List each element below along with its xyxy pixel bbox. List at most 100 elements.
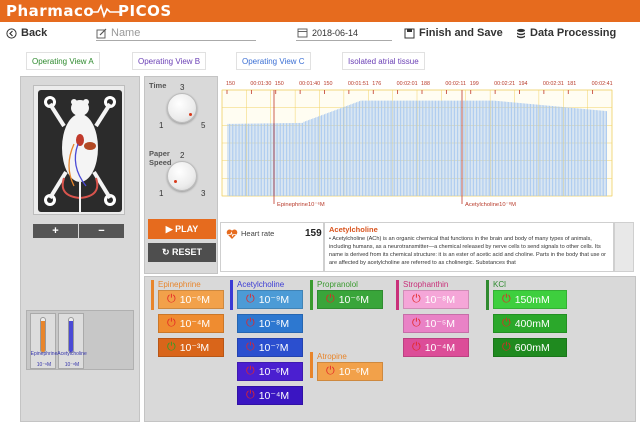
power-icon: ⏻ xyxy=(167,341,176,353)
play-label: PLAY xyxy=(175,224,199,234)
time-marker-label: 194 xyxy=(519,81,528,87)
tube-fill xyxy=(41,321,45,352)
specimen-panel: + − Epinephrine 10⁻⁶M Acetylcholine 10⁻⁸… xyxy=(20,76,140,422)
data-processing-label: Data Processing xyxy=(530,27,617,39)
drug-color-bar xyxy=(396,280,399,310)
finish-save-label: Finish and Save xyxy=(419,27,503,39)
drug-color-bar xyxy=(310,352,313,378)
tube-epinephrine[interactable]: Epinephrine 10⁻⁶M xyxy=(30,313,57,369)
dose-button-acetylcholine[interactable]: ⏻ 10⁻⁶M xyxy=(237,362,303,381)
tab-operating-view-a[interactable]: Operating View A xyxy=(26,52,100,70)
time-marker-label: 150 xyxy=(275,81,284,87)
reset-button[interactable]: ↻ RESET xyxy=(148,243,216,262)
toolbar xyxy=(0,22,640,48)
tab-isolated-atrial-tissue[interactable]: Isolated atrial tissue xyxy=(342,52,425,70)
chart-svg: 150 00:01:30 150 00:01:40 150 00:01:51 176 00:0… xyxy=(221,81,613,208)
time-marker-label: 00:02:31 xyxy=(543,81,564,87)
dose-label: 400mM xyxy=(514,317,550,330)
dose-button-acetylcholine[interactable]: ⏻ 10⁻⁴M xyxy=(237,386,303,405)
date-field[interactable]: 2018-06-14 xyxy=(297,27,358,38)
time-marker-label: 181 xyxy=(567,81,576,87)
tab-operating-view-c[interactable]: Operating View C xyxy=(236,52,311,70)
dose-label: 10⁻⁴M xyxy=(258,389,290,402)
dose-button-epinephrine[interactable]: ⏻ 10⁻⁴M xyxy=(158,314,224,333)
power-icon: ⏻ xyxy=(412,293,421,305)
power-icon: ⏻ xyxy=(246,341,255,353)
drug-name-atropine: Atropine xyxy=(317,352,347,361)
data-processing-button[interactable]: Data Processing xyxy=(516,27,616,39)
time-label: Time xyxy=(149,81,167,90)
dose-button-acetylcholine[interactable]: ⏻ 10⁻⁷M xyxy=(237,338,303,357)
zoom-in-button[interactable]: + xyxy=(33,224,79,238)
date-value: 2018-06-14 xyxy=(312,27,359,38)
play-button[interactable]: ▶ PLAY xyxy=(148,219,216,239)
dose-button-propranolol[interactable]: ⏻ 10⁻⁶M xyxy=(317,290,383,309)
dose-button-acetylcholine[interactable]: ⏻ 10⁻⁸M xyxy=(237,314,303,333)
finish-save-button[interactable]: Finish and Save xyxy=(404,27,503,39)
heart-icon xyxy=(226,229,238,239)
time-marker-label: 00:01:30 xyxy=(250,81,271,87)
dose-button-acetylcholine[interactable]: ⏻ 10⁻⁹M xyxy=(237,290,303,309)
power-icon: ⏻ xyxy=(326,365,335,377)
tube-label: Epinephrine xyxy=(30,351,58,357)
back-button[interactable]: Back xyxy=(6,27,47,39)
back-label: Back xyxy=(21,27,48,39)
time-marker-label: 199 xyxy=(470,81,479,87)
dose-label: 10⁻⁶M xyxy=(258,365,289,378)
dose-button-strophanthin[interactable]: ⏻ 10⁻⁴M xyxy=(403,338,469,357)
drug-name-kcl: KCl xyxy=(493,280,506,289)
brand-left: Pharmaco xyxy=(6,2,95,20)
dose-label: 10⁻³M xyxy=(179,341,210,354)
dose-label: 10⁻⁸M xyxy=(424,293,456,306)
description-title: Acetylcholine xyxy=(329,225,378,234)
speed-tick-left: 1 xyxy=(159,189,164,198)
power-icon: ⏻ xyxy=(502,341,511,353)
tube-tray: Epinephrine 10⁻⁶M Acetylcholine 10⁻⁸M xyxy=(26,310,134,370)
tab-operating-view-b[interactable]: Operating View B xyxy=(132,52,207,70)
drug-name-epinephrine: Epinephrine xyxy=(158,280,201,289)
power-icon: ⏻ xyxy=(246,317,255,329)
dose-button-epinephrine[interactable]: ⏻ 10⁻⁶M xyxy=(158,290,224,309)
tube-label: Acetylcholine xyxy=(57,351,87,357)
time-marker-label: 00:02:21 xyxy=(494,81,515,87)
knob-indicator xyxy=(174,180,177,183)
heart-trace-chart: 150 00:01:30 150 00:01:40 150 00:01:51 176 00:0… xyxy=(220,76,640,220)
dose-label: 150mM xyxy=(514,293,550,306)
dose-button-strophanthin[interactable]: ⏻ 10⁻⁸M xyxy=(403,290,469,309)
zoom-out-button[interactable]: − xyxy=(79,224,125,238)
description-scrollbar[interactable] xyxy=(614,222,634,272)
name-placeholder: Name xyxy=(111,27,141,39)
tube-fill xyxy=(69,321,73,352)
tube-acetylcholine[interactable]: Acetylcholine 10⁻⁸M xyxy=(57,313,87,369)
dose-button-atropine[interactable]: ⏻ 10⁻⁶M xyxy=(317,362,383,381)
dose-button-epinephrine[interactable]: ⏻ 10⁻³M xyxy=(158,338,224,357)
time-marker-label: 176 xyxy=(372,81,381,87)
event-marker-label: Acetylcholine10⁻⁸M xyxy=(465,201,516,208)
time-knob[interactable] xyxy=(167,93,197,123)
power-icon: ⏻ xyxy=(502,293,511,305)
dose-button-strophanthin[interactable]: ⏻ 10⁻⁵M xyxy=(403,314,469,333)
power-icon: ⏻ xyxy=(412,341,421,353)
time-tick-top: 3 xyxy=(180,83,185,92)
calendar-icon xyxy=(297,28,308,38)
name-underline xyxy=(96,40,256,41)
dose-button-kcl[interactable]: ⏻ 400mM xyxy=(493,314,567,333)
tube-graphic xyxy=(40,317,46,353)
brand-right: PICOS xyxy=(118,2,172,20)
time-marker-label: 188 xyxy=(421,81,430,87)
paper-speed-knob[interactable] xyxy=(167,161,197,191)
name-field[interactable]: Name xyxy=(96,27,140,39)
event-marker-label: Epinephrine10⁻⁶M xyxy=(277,201,325,208)
date-underline xyxy=(296,40,392,41)
drug-description: Acetylcholine • Acetylcholine (ACh) is a… xyxy=(324,222,614,272)
time-marker-label: 00:02:01 xyxy=(397,81,418,87)
dose-button-kcl[interactable]: ⏻ 150mM xyxy=(493,290,567,309)
dose-label: 10⁻⁷M xyxy=(258,341,289,354)
speed-tick-right: 3 xyxy=(201,189,206,198)
power-icon: ⏻ xyxy=(502,317,511,329)
time-marker-label: 00:01:40 xyxy=(299,81,320,87)
paper-speed-label: Paper Speed xyxy=(149,149,172,167)
dose-button-kcl[interactable]: ⏻ 600mM xyxy=(493,338,567,357)
drug-name-strophanthin: Strophanthin xyxy=(403,280,449,289)
